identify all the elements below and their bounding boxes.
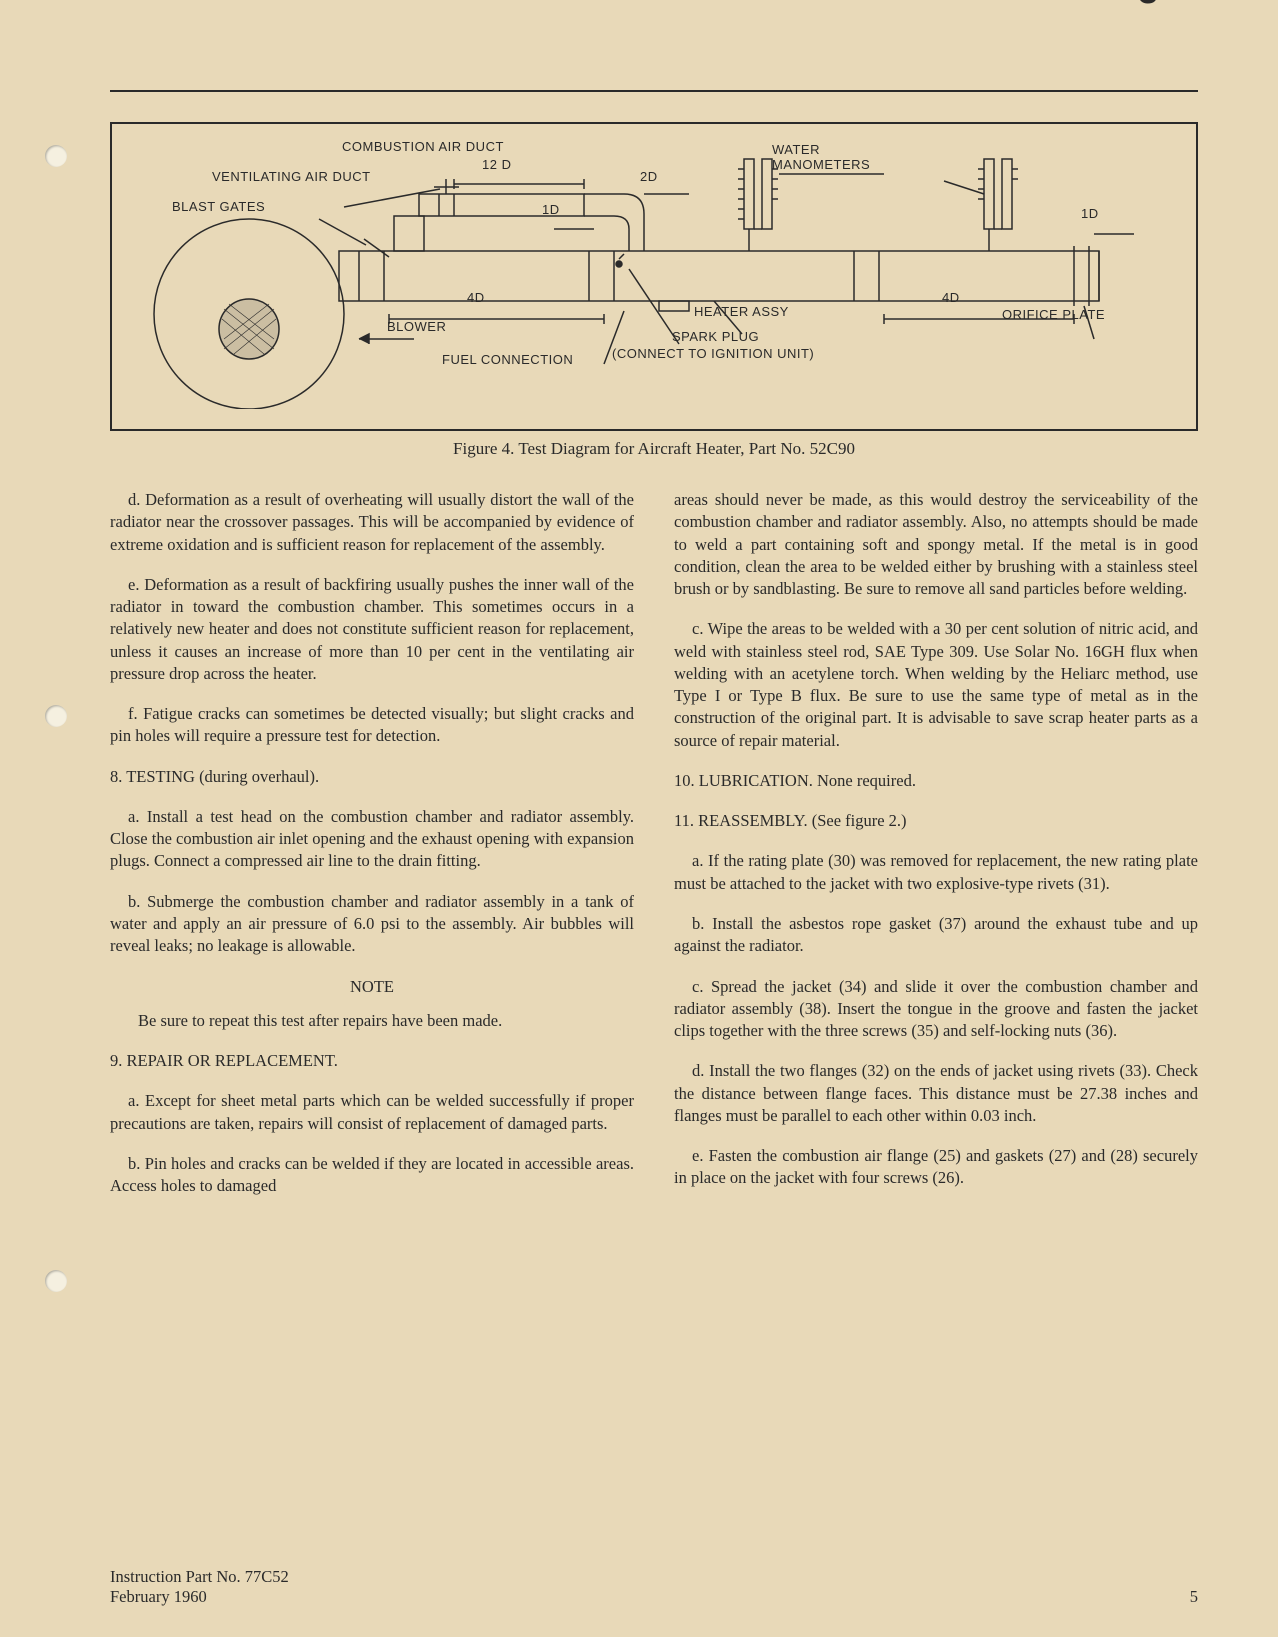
para-11d: d. Install the two flanges (32) on the e… [674,1060,1198,1127]
para-c: c. Wipe the areas to be welded with a 30… [674,618,1198,752]
punch-hole [45,705,67,727]
label-ventilating-air-duct: VENTILATING AIR DUCT [212,169,371,184]
para-9a: a. Except for sheet metal parts which ca… [110,1090,634,1135]
para-f: f. Fatigue cracks can sometimes be detec… [110,703,634,748]
para-11b: b. Install the asbestos rope gasket (37)… [674,913,1198,958]
page-footer: Instruction Part No. 77C52 February 1960… [110,1567,1198,1607]
dim-2d: 2D [640,169,658,184]
note-head: NOTE [110,976,634,998]
label-spark-plug-sub: (CONNECT TO IGNITION UNIT) [612,346,814,361]
document-page: JANITROL [0,0,1278,1637]
footer-line2: February 1960 [110,1587,1198,1607]
para-e: e. Deformation as a result of backfiring… [110,574,634,685]
label-combustion-air-duct: COMBUSTION AIR DUCT [342,139,504,154]
para-d: d. Deformation as a result of overheatin… [110,489,634,556]
para-8b: b. Submerge the combustion chamber and r… [110,891,634,958]
para-11a: a. If the rating plate (30) was removed … [674,850,1198,895]
note-body: Be sure to repeat this test after repair… [138,1010,614,1032]
section-9-head: 9. REPAIR OR REPLACEMENT. [110,1050,634,1072]
figure-caption: Figure 4. Test Diagram for Aircraft Heat… [110,439,1198,459]
header-rule [110,90,1198,92]
dim-12d: 12 D [482,157,511,172]
page-number: 5 [1190,1587,1198,1607]
dim-1d: 1D [542,202,560,217]
dim-4d-right: 4D [942,290,960,305]
brand-logo: JANITROL [1138,0,1278,13]
para-cont: areas should never be made, as this woul… [674,489,1198,600]
figure-diagram: COMBUSTION AIR DUCT VENTILATING AIR DUCT… [110,122,1198,431]
para-11e: e. Fasten the combustion air flange (25)… [674,1145,1198,1190]
para-9b: b. Pin holes and cracks can be welded if… [110,1153,634,1198]
label-orifice-plate: ORIFICE PLATE [1002,307,1105,322]
label-water-manometers-1: WATER [772,142,820,157]
para-11c: c. Spread the jacket (34) and slide it o… [674,976,1198,1043]
label-blast-gates: BLAST GATES [172,199,265,214]
label-water-manometers-2: MANOMETERS [772,157,870,172]
footer-line1: Instruction Part No. 77C52 [110,1567,1198,1587]
para-8a: a. Install a test head on the combustion… [110,806,634,873]
section-8-head: 8. TESTING (during overhaul). [110,766,634,788]
right-column: areas should never be made, as this woul… [674,489,1198,1215]
punch-hole [45,1270,67,1292]
left-column: d. Deformation as a result of overheatin… [110,489,634,1215]
punch-hole [45,145,67,167]
section-10-head: 10. LUBRICATION. None required. [674,770,1198,792]
section-11-head: 11. REASSEMBLY. (See figure 2.) [674,810,1198,832]
dim-1d-right: 1D [1081,206,1099,221]
dim-4d-left: 4D [467,290,485,305]
body-columns: d. Deformation as a result of overheatin… [110,489,1198,1215]
label-spark-plug: SPARK PLUG [672,329,759,344]
label-heater-assy: HEATER ASSY [694,304,789,319]
label-blower: BLOWER [387,319,446,334]
label-fuel-connection: FUEL CONNECTION [442,352,573,367]
